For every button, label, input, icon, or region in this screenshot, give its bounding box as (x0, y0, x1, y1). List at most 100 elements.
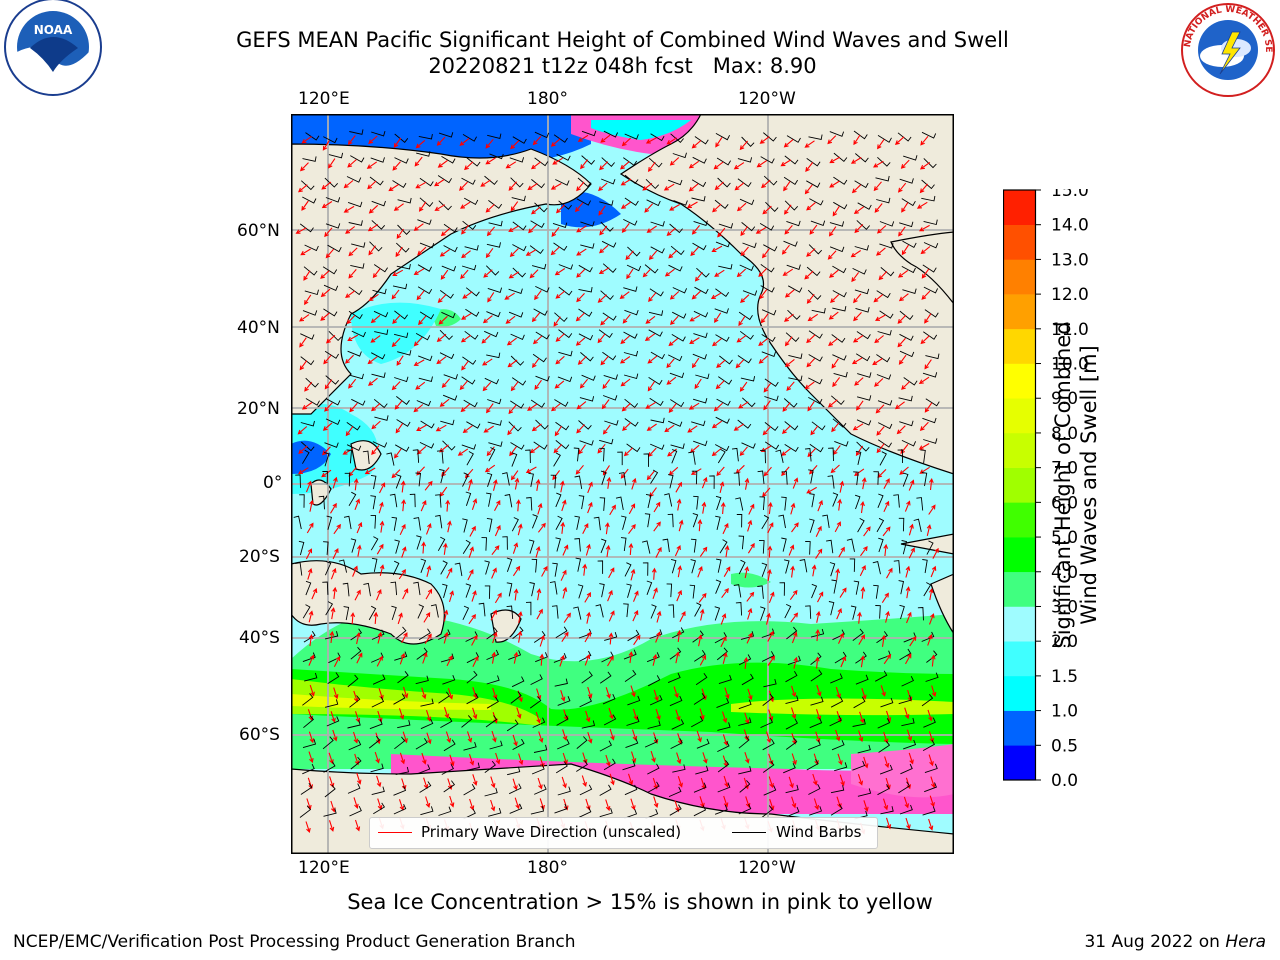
wave-direction-arrow (346, 314, 356, 325)
wave-direction-arrow (347, 135, 356, 145)
wind-barb (373, 264, 388, 273)
wind-barb (440, 419, 455, 426)
sea-ice-note: Sea Ice Concentration > 15% is shown in … (347, 890, 933, 914)
wave-direction-arrow (756, 160, 768, 168)
wind-barb (624, 809, 638, 819)
wave-direction-arrow (791, 631, 798, 644)
wave-direction-arrow (585, 543, 591, 556)
wind-barb (305, 377, 319, 388)
wave-direction-arrow (901, 202, 909, 213)
wind-barb (855, 450, 862, 466)
wave-direction-arrow (325, 248, 335, 259)
wave-direction-arrow (535, 711, 541, 724)
wind-barb (923, 242, 939, 249)
wave-direction-arrow (791, 796, 797, 809)
wind-barb (486, 352, 501, 359)
colorbar-tick-label: 14.0 (1051, 216, 1089, 236)
wave-direction-arrow (512, 542, 519, 554)
wind-barb (759, 223, 775, 231)
wind-barb (506, 766, 521, 776)
wind-barb (392, 560, 400, 576)
wind-barb (879, 310, 894, 319)
wave-direction-arrow (830, 294, 840, 304)
wind-barb (555, 179, 570, 186)
wind-barb (302, 739, 317, 749)
wind-barb (348, 740, 362, 751)
wind-barb (829, 221, 845, 227)
wind-barb (363, 582, 371, 597)
wave-direction-arrow (352, 731, 359, 744)
wind-barb (437, 175, 452, 184)
wind-barb (530, 399, 545, 408)
wind-barb (875, 175, 890, 182)
wind-barb (323, 541, 329, 555)
wave-direction-arrow (656, 610, 662, 623)
wind-barb (716, 398, 731, 406)
wind-barb (549, 581, 558, 595)
wave-direction-arrow (504, 292, 515, 300)
wind-barb (763, 785, 777, 796)
wind-barb (486, 675, 500, 685)
wind-barb (370, 157, 385, 163)
wind-barb (716, 698, 730, 709)
wind-barb (923, 438, 938, 444)
wave-direction-arrow (721, 711, 728, 724)
wave-direction-arrow (413, 337, 423, 347)
wind-barb (574, 475, 583, 489)
wave-direction-arrow (739, 140, 749, 151)
wind-barb (623, 157, 638, 166)
wind-barb (394, 157, 409, 164)
wave-direction-arrow (691, 357, 700, 369)
wind-barb (533, 744, 548, 753)
wind-barb (696, 738, 710, 749)
wind-barb (878, 537, 884, 553)
wind-barb (323, 761, 336, 773)
wind-barb (694, 136, 709, 145)
wind-barb (714, 804, 728, 815)
wind-barb (512, 267, 526, 278)
wind-barb (921, 631, 935, 642)
wave-direction-arrow (308, 654, 315, 666)
wind-barb (346, 422, 361, 431)
wind-barb (923, 331, 938, 340)
wave-direction-arrow (486, 403, 494, 414)
wind-barb (822, 514, 830, 528)
wind-barb (784, 200, 799, 211)
wave-direction-arrow (469, 525, 476, 537)
wind-barb (808, 740, 821, 751)
wave-direction-arrow (537, 522, 546, 533)
wind-barb (394, 539, 400, 554)
wind-barb (578, 264, 593, 273)
wind-barb (673, 200, 688, 206)
wind-barb (604, 420, 619, 426)
wind-barb (302, 604, 311, 619)
wind-barb (668, 420, 683, 427)
wind-barb (576, 760, 588, 772)
wind-barb (478, 602, 486, 617)
wind-barb (484, 760, 496, 773)
wind-barb (828, 447, 834, 462)
wave-direction-arrow (678, 519, 684, 532)
wave-direction-arrow (919, 161, 931, 170)
wind-barb (347, 783, 361, 794)
wind-barb (466, 421, 481, 429)
wind-barb (343, 606, 350, 621)
wind-barb (667, 354, 683, 362)
wave-direction-arrow (328, 820, 335, 832)
wave-direction-arrow (919, 183, 929, 194)
wind-barb (781, 496, 787, 511)
wave-direction-arrow (508, 225, 520, 232)
wind-barb (463, 399, 478, 408)
wind-barb (349, 806, 362, 817)
wave-direction-arrow (687, 425, 698, 433)
wave-direction-arrow (714, 269, 725, 277)
wind-barb (922, 806, 936, 816)
wind-barb (303, 266, 318, 276)
wind-barb (775, 449, 784, 464)
wave-direction-arrow (490, 799, 496, 812)
wave-direction-arrow (300, 248, 311, 256)
wave-direction-arrow (364, 467, 376, 475)
wind-barb (645, 178, 660, 190)
wind-barb (534, 784, 547, 795)
wave-direction-arrow (443, 631, 449, 644)
